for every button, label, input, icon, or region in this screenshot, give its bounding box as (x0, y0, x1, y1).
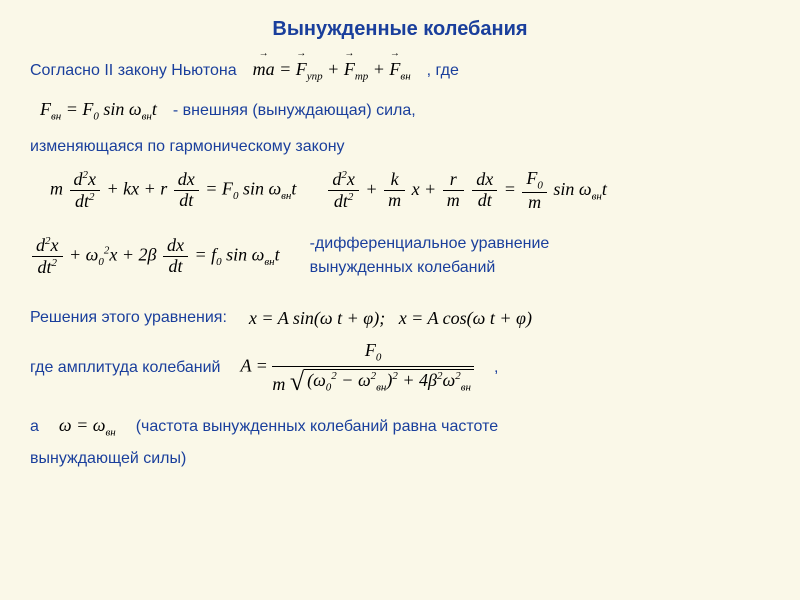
eq-motion-a: m d2xdt2 + kx + r dxdt = F0 sin ωвнt (50, 169, 296, 212)
text-newton-pre: Согласно II закону Ньютона (30, 59, 237, 83)
text-diff-label: -дифференциальное уравнение вынужденных … (310, 232, 610, 280)
text-amplitude: где амплитуда колебаний (30, 356, 220, 380)
text-newton-post: , где (427, 59, 459, 83)
comma: , (494, 356, 498, 380)
text-solutions: Решения этого уравнения: (30, 306, 227, 330)
page-title: Вынужденные колебания (30, 18, 770, 41)
eq-solutions: x = A sin(ω t + φ); x = A cos(ω t + φ) (249, 308, 532, 329)
frequency-row: а ω = ωвн (частота вынужденных колебаний… (30, 411, 770, 443)
eq-newton: ma = Fупр + Fтр + Fвн (253, 59, 411, 83)
external-force-line: Fвн = F0 sin ωвнt - внешняя (вынуждающая… (30, 95, 770, 127)
newton-line: Согласно II закону Ньютона ma = Fупр + F… (30, 55, 770, 87)
text-a: а (30, 415, 39, 439)
eq-amplitude: A = F0m √(ω02 − ω2вн)2 + 4β2ω2вн (240, 340, 473, 395)
text-harmonic: изменяющаяся по гармоническому закону (30, 135, 770, 159)
text-freq-desc2: вынуждающей силы) (30, 447, 770, 471)
text-ext-force: - внешняя (вынуждающая) сила, (173, 99, 416, 123)
solutions-row: Решения этого уравнения: x = A sin(ω t +… (30, 302, 770, 334)
text-freq-desc: (частота вынужденных колебаний равна час… (136, 415, 498, 439)
eq-row-diff: d2xdt2 + ω02x + 2β dxdt = f0 sin ωвнt -д… (30, 228, 770, 284)
eq-frequency: ω = ωвн (59, 415, 116, 439)
eq-row-motion: m d2xdt2 + kx + r dxdt = F0 sin ωвнt d2x… (50, 169, 770, 212)
eq-fvn: Fвн = F0 sin ωвнt (40, 99, 157, 123)
eq-diff: d2xdt2 + ω02x + 2β dxdt = f0 sin ωвнt (30, 235, 280, 278)
eq-motion-b: d2xdt2 + km x + rm dxdt = F0m sin ωвнt (326, 169, 606, 212)
amplitude-row: где амплитуда колебаний A = F0m √(ω02 − … (30, 340, 770, 395)
